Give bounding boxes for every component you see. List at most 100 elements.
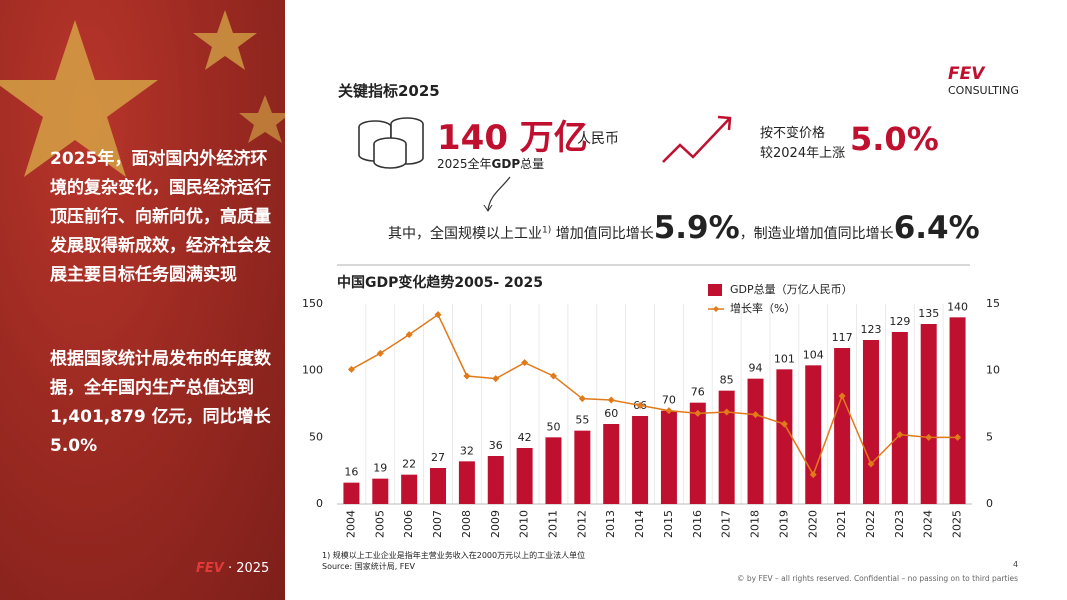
growth-marker bbox=[925, 433, 933, 441]
bar bbox=[718, 390, 735, 504]
bar bbox=[834, 348, 851, 504]
text: 其中，全国规模以上工业 bbox=[388, 226, 542, 242]
bar-label: 70 bbox=[662, 394, 676, 407]
x-tick-label: 2013 bbox=[604, 510, 617, 538]
bar-label: 16 bbox=[344, 466, 358, 479]
arrow-icon bbox=[483, 176, 511, 212]
growth-marker bbox=[723, 408, 731, 416]
bar-label: 55 bbox=[575, 414, 589, 427]
y2-tick-label: 15 bbox=[986, 297, 1000, 310]
x-tick-label: 2007 bbox=[431, 510, 444, 538]
bar-label: 27 bbox=[431, 451, 445, 464]
y-tick-label: 100 bbox=[302, 364, 323, 377]
header-title: 关键指标2025 bbox=[338, 82, 440, 100]
gdp-unit: 人民币 bbox=[577, 131, 619, 147]
bar-label: 123 bbox=[860, 323, 881, 336]
x-tick-label: 2005 bbox=[373, 510, 386, 538]
sidebar-footer: FEV · 2025 bbox=[196, 561, 269, 576]
growth-marker bbox=[492, 375, 500, 383]
year: · 2025 bbox=[227, 561, 270, 576]
bar-label: 135 bbox=[918, 307, 939, 320]
growth-caption: 较2024年上涨 bbox=[760, 146, 846, 161]
bar bbox=[862, 340, 879, 504]
x-tick-label: 2004 bbox=[344, 510, 357, 538]
growth-marker bbox=[867, 460, 875, 468]
logo: CONSULTING bbox=[948, 84, 1019, 97]
copyright: © by FEV – all rights reserved. Confiden… bbox=[737, 574, 1018, 583]
sidebar-paragraph: 2025年，面对国内外经济环境的复杂变化，国民经济运行顶压前行、向新向优，高质量… bbox=[50, 149, 271, 285]
x-tick-label: 2009 bbox=[489, 510, 502, 538]
growth-line bbox=[351, 313, 958, 477]
bar bbox=[574, 430, 591, 504]
bar-label: 19 bbox=[373, 462, 387, 475]
bar-label: 94 bbox=[749, 362, 763, 375]
text: ，制造业增加值同比增长 bbox=[739, 226, 894, 242]
bar-label: 60 bbox=[604, 407, 618, 420]
x-tick-label: 2008 bbox=[460, 510, 473, 538]
legend-label: GDP总量（万亿人民币） bbox=[730, 282, 853, 296]
y-tick-label: 0 bbox=[316, 497, 323, 510]
value: 6.4% bbox=[893, 210, 980, 246]
growth-marker bbox=[607, 396, 615, 404]
growth-marker bbox=[954, 433, 962, 441]
bar-label: 32 bbox=[460, 444, 474, 457]
logo: FEV bbox=[948, 64, 985, 84]
bar bbox=[920, 324, 937, 504]
text: 总量 bbox=[520, 157, 545, 171]
bar bbox=[401, 474, 418, 504]
growth-marker bbox=[405, 331, 413, 339]
x-tick-label: 2016 bbox=[691, 510, 704, 538]
page-number: 4 bbox=[1013, 560, 1019, 569]
growth-marker bbox=[809, 471, 817, 479]
gdp-value: 140 万亿 bbox=[437, 118, 588, 158]
bar-label: 76 bbox=[691, 386, 705, 399]
x-tick-label: 2012 bbox=[575, 510, 588, 538]
bar-label: 50 bbox=[546, 420, 560, 433]
bar-label: 42 bbox=[518, 431, 532, 444]
bar bbox=[891, 332, 908, 504]
legend-swatch bbox=[708, 284, 722, 296]
growth-marker bbox=[838, 392, 846, 400]
bar bbox=[805, 365, 822, 504]
source: Source: 国家统计局, FEV bbox=[322, 562, 415, 571]
text: 增加值同比增长 bbox=[555, 226, 654, 242]
legend-label: 增长率（%） bbox=[730, 301, 795, 315]
text: 2025全年 bbox=[437, 157, 492, 171]
growth-marker bbox=[521, 359, 529, 367]
text: GDP bbox=[491, 157, 521, 171]
bar-label: 104 bbox=[803, 348, 824, 361]
growth-marker bbox=[434, 311, 442, 319]
bar bbox=[372, 478, 389, 504]
bar bbox=[458, 461, 475, 504]
bar-label: 85 bbox=[720, 374, 734, 387]
industry-line: 其中，全国规模以上工业1) 增加值同比增长5.9%，制造业增加值同比增长6.4% bbox=[388, 210, 980, 246]
x-tick-label: 2025 bbox=[951, 510, 964, 538]
bar bbox=[516, 448, 533, 504]
note: 1) bbox=[542, 225, 552, 236]
brand: FEV bbox=[196, 561, 224, 576]
chart-title: 中国GDP变化趋势2005- 2025 bbox=[337, 274, 543, 291]
x-tick-label: 2024 bbox=[922, 510, 935, 538]
bar bbox=[689, 402, 706, 504]
x-tick-label: 2018 bbox=[749, 510, 762, 538]
bar bbox=[545, 437, 562, 504]
growth-marker bbox=[896, 431, 904, 439]
bar bbox=[776, 369, 793, 504]
sidebar: 2025年，面对国内外经济环境的复杂变化，国民经济运行顶压前行、向新向优，高质量… bbox=[0, 0, 285, 600]
bar-label: 117 bbox=[832, 331, 853, 344]
x-tick-label: 2019 bbox=[777, 510, 790, 538]
growth-marker bbox=[636, 401, 644, 409]
legend-marker bbox=[713, 306, 719, 312]
growth-marker bbox=[694, 409, 702, 417]
flag-stars bbox=[0, 10, 285, 177]
y2-tick-label: 5 bbox=[986, 430, 993, 443]
growth-marker bbox=[463, 372, 471, 380]
bar-label: 129 bbox=[889, 315, 910, 328]
growth-caption: 按不变价格 bbox=[760, 126, 826, 141]
x-tick-label: 2021 bbox=[835, 510, 848, 538]
x-tick-label: 2011 bbox=[546, 510, 559, 538]
bar-label: 140 bbox=[947, 300, 968, 313]
value: 5.9% bbox=[653, 210, 740, 246]
bar bbox=[660, 410, 677, 504]
